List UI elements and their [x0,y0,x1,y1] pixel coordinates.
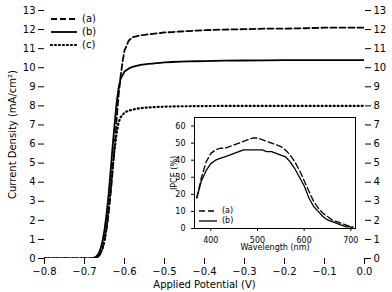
html-text:(b): (b) [222,216,234,225]
svg-text:600: 600 [296,236,312,246]
svg-text:30: 30 [175,172,186,182]
svg-text:8: 8 [374,100,380,111]
svg-text:4: 4 [374,176,380,187]
svg-text:0: 0 [180,224,185,233]
svg-text:6: 6 [374,138,380,149]
svg-text:500: 500 [249,236,266,246]
svg-text:50: 50 [175,139,185,148]
svg-text:12: 12 [23,24,36,35]
svg-text:10: 10 [374,62,387,73]
svg-text:Current Density (mA/cm²): Current Density (mA/cm²) [7,70,18,199]
svg-text:2: 2 [29,215,35,226]
svg-text:0.0: 0.0 [357,266,373,277]
svg-text:7: 7 [374,119,380,130]
svg-text:60: 60 [175,122,185,131]
svg-text:Wavelength (nm): Wavelength (nm) [240,243,309,252]
svg-text:−0.6: −0.6 [112,266,136,277]
svg-text:40: 40 [175,155,186,165]
html-text:(b): (b) [82,26,97,37]
svg-text:−0.1: −0.1 [312,266,336,277]
svg-text:3: 3 [374,195,380,206]
svg-text:5: 5 [374,157,380,168]
svg-text:7: 7 [29,119,35,130]
svg-text:0: 0 [374,253,380,264]
svg-text:1: 1 [374,234,380,245]
svg-text:8: 8 [29,100,35,111]
svg-text:6: 6 [29,138,35,149]
svg-text:−0.4: −0.4 [192,266,216,277]
svg-text:3: 3 [29,195,35,206]
svg-text:−0.5: −0.5 [152,266,176,277]
svg-text:400: 400 [203,236,218,245]
svg-text:11: 11 [23,43,36,54]
svg-text:13: 13 [23,5,36,16]
svg-text:4: 4 [29,176,35,187]
svg-text:13: 13 [374,5,387,16]
svg-text:12: 12 [374,24,387,35]
svg-text:9: 9 [29,81,35,92]
svg-text:20: 20 [175,190,185,199]
svg-text:10: 10 [23,62,36,73]
svg-text:−0.8: −0.8 [32,266,56,277]
html-text:(a): (a) [82,13,96,24]
html-text:(c): (c) [82,39,96,50]
svg-text:−0.7: −0.7 [72,266,96,277]
svg-text:1: 1 [29,234,35,245]
svg-text:2: 2 [374,215,380,226]
svg-text:−0.2: −0.2 [272,266,296,277]
svg-text:700: 700 [343,236,358,245]
svg-text:11: 11 [374,43,387,54]
svg-text:5: 5 [29,157,35,168]
svg-text:10: 10 [175,207,185,216]
svg-text:0: 0 [29,253,35,264]
html-text:(a): (a) [222,206,234,215]
svg-text:−0.3: −0.3 [232,266,256,277]
svg-text:IPCE (%): IPCE (%) [170,156,179,190]
svg-text:Applied Potential (V): Applied Potential (V) [153,279,256,290]
svg-text:9: 9 [374,81,380,92]
